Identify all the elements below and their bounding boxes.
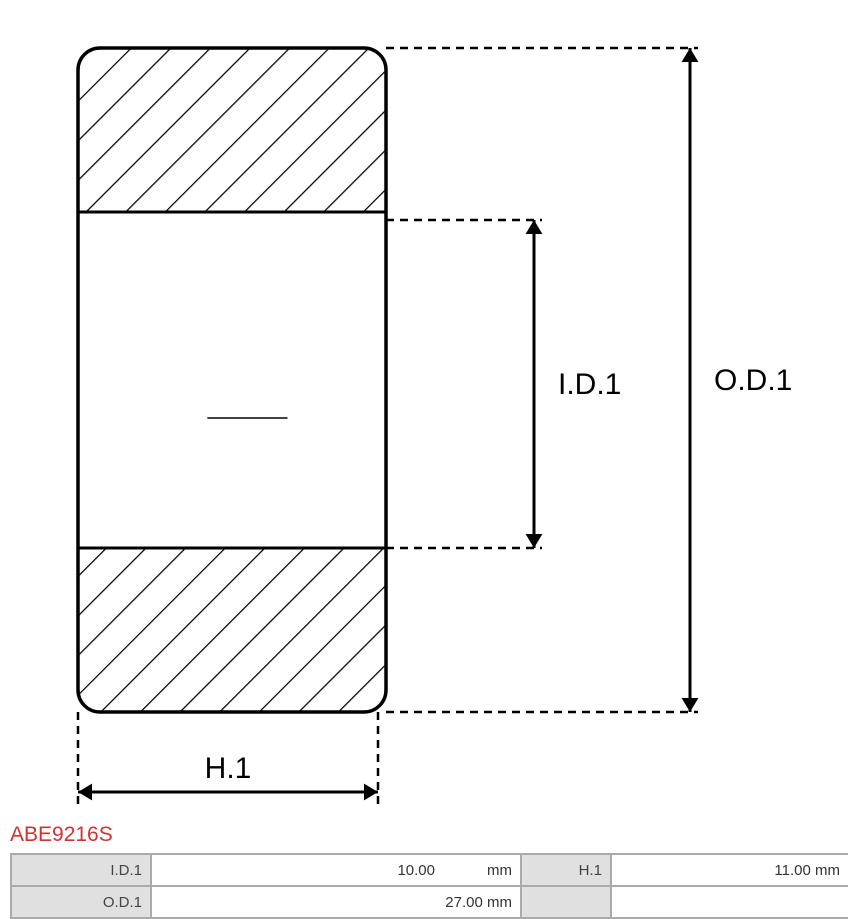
cell-label-h1: H.1 xyxy=(521,854,611,886)
diagram-svg: O.D.1 I.D.1 H.1 xyxy=(10,10,838,810)
bushing-diagram: O.D.1 I.D.1 H.1 xyxy=(0,0,848,815)
cell-label-od1: O.D.1 xyxy=(11,886,151,918)
cell-label-id1: I.D.1 xyxy=(11,854,151,886)
part-number: ABE9216S xyxy=(10,823,848,847)
table-row: O.D.1 27.00 mm xyxy=(11,886,848,918)
cell-value-h1: 11.00 mm xyxy=(611,854,848,886)
dimension-table: I.D.1 10.00mm H.1 11.00 mm O.D.1 27.00 m… xyxy=(10,853,848,919)
table-row: I.D.1 10.00mm H.1 11.00 mm xyxy=(11,854,848,886)
svg-text:H.1: H.1 xyxy=(205,752,252,785)
cell-label-empty xyxy=(521,886,611,918)
cell-value-od1: 27.00 mm xyxy=(151,886,521,918)
svg-text:I.D.1: I.D.1 xyxy=(558,368,621,401)
cell-value-id1: 10.00mm xyxy=(151,854,521,886)
cell-value-empty xyxy=(611,886,848,918)
svg-text:O.D.1: O.D.1 xyxy=(714,364,792,397)
